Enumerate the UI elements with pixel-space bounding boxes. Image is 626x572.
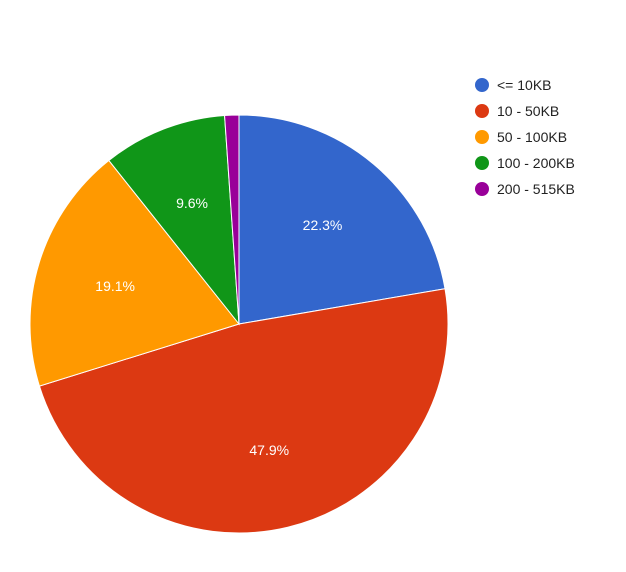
legend-item-3[interactable]: 100 - 200KB <box>475 155 575 171</box>
pie-slice-3[interactable] <box>108 114 240 326</box>
slice-label-3: 9.6% <box>176 195 208 211</box>
slice-label-2: 19.1% <box>95 278 135 294</box>
legend-swatch-0 <box>475 78 489 92</box>
pie-slice-labels: 22.3% 47.9% 19.1% 9.6% <box>95 195 342 458</box>
legend: <= 10KB 10 - 50KB 50 - 100KB 100 - 200KB 200… <box>475 77 575 197</box>
legend-label-0: <= 10KB <box>497 77 552 93</box>
legend-item-4[interactable]: 200 - 515KB <box>475 181 575 197</box>
pie-slice-4[interactable] <box>224 114 240 325</box>
legend-label-1: 10 - 50KB <box>497 103 559 119</box>
legend-label-4: 200 - 515KB <box>497 181 575 197</box>
legend-swatch-3 <box>475 156 489 170</box>
pie-slices <box>29 114 449 534</box>
legend-label-3: 100 - 200KB <box>497 155 575 171</box>
pie-slice-2[interactable] <box>29 159 240 387</box>
pie-slice-1[interactable] <box>38 288 449 534</box>
legend-swatch-4 <box>475 182 489 196</box>
pie-slice-0[interactable] <box>238 114 446 325</box>
legend-label-2: 50 - 100KB <box>497 129 567 145</box>
legend-swatch-1 <box>475 104 489 118</box>
slice-label-1: 47.9% <box>249 442 289 458</box>
legend-item-2[interactable]: 50 - 100KB <box>475 129 567 145</box>
slice-label-0: 22.3% <box>303 217 343 233</box>
legend-item-1[interactable]: 10 - 50KB <box>475 103 559 119</box>
legend-item-0[interactable]: <= 10KB <box>475 77 552 93</box>
legend-swatch-2 <box>475 130 489 144</box>
